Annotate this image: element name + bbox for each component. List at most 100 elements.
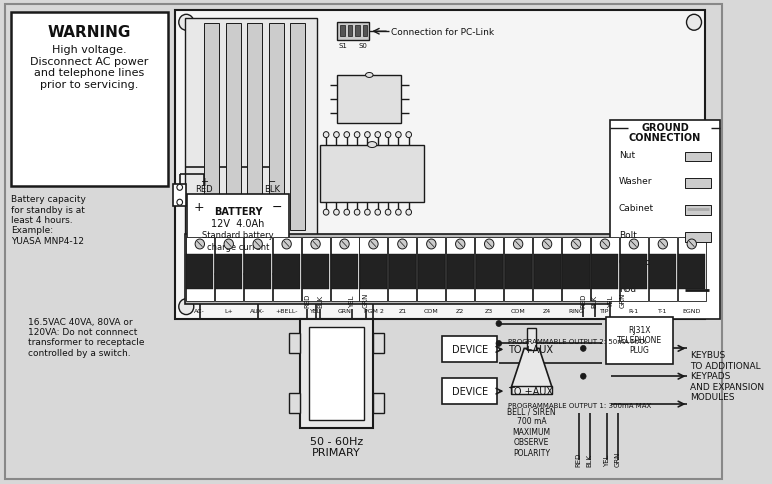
Text: Z2: Z2 [456, 308, 465, 313]
Text: GRN: GRN [363, 292, 368, 307]
Bar [685, 152, 711, 162]
Bar [649, 255, 676, 289]
Text: Battery capacity
for standby is at
least 4 hours.
Example:
YUASA MNP4-12: Battery capacity for standby is at least… [11, 195, 86, 245]
Bar [476, 238, 503, 301]
Text: GRN: GRN [620, 292, 625, 307]
Text: BELL / SIREN
700 mA
MAXIMUM
OBSERVE
POLARITY: BELL / SIREN 700 mA MAXIMUM OBSERVE POLA… [507, 406, 556, 457]
Text: BATTERY: BATTERY [214, 207, 262, 217]
Text: CONNECTION: CONNECTION [629, 132, 701, 142]
Circle shape [629, 240, 638, 249]
Bar [388, 238, 416, 301]
Circle shape [406, 210, 411, 216]
Text: R-1: R-1 [629, 308, 639, 313]
Circle shape [354, 210, 360, 216]
Text: RED: RED [581, 293, 586, 307]
Text: Rod: Rod [619, 284, 636, 293]
Circle shape [658, 240, 668, 249]
Bar [360, 238, 388, 301]
Circle shape [334, 132, 339, 138]
Circle shape [369, 240, 378, 249]
Text: BLK: BLK [591, 294, 598, 307]
Text: 12V  4.0Ah: 12V 4.0Ah [212, 219, 265, 228]
Text: YEL: YEL [608, 295, 615, 307]
Text: Bolt: Bolt [619, 230, 637, 240]
Circle shape [601, 240, 610, 249]
Circle shape [334, 210, 339, 216]
Circle shape [581, 374, 586, 379]
Bar [175, 11, 706, 319]
Text: BLK: BLK [587, 453, 593, 466]
Bar [620, 238, 648, 301]
Bar [289, 334, 300, 354]
Text: charge current: charge current [207, 242, 269, 252]
Circle shape [195, 240, 205, 249]
Text: GRN: GRN [337, 308, 351, 313]
Text: YEL: YEL [350, 295, 355, 307]
Bar [606, 317, 673, 364]
Text: BLK: BLK [264, 185, 279, 194]
Bar [533, 255, 560, 289]
Bar [185, 19, 317, 236]
Circle shape [344, 132, 350, 138]
Circle shape [323, 132, 329, 138]
Bar [442, 378, 497, 404]
Bar [173, 185, 186, 207]
Bar [302, 238, 330, 301]
Circle shape [496, 321, 502, 327]
Text: COM: COM [511, 308, 526, 313]
Bar [533, 238, 561, 301]
Text: RED: RED [576, 452, 581, 466]
Bar [310, 327, 364, 420]
Bar [11, 13, 168, 187]
Bar [290, 24, 306, 230]
Circle shape [571, 240, 581, 249]
Text: Washer: Washer [619, 177, 652, 186]
Bar [186, 255, 213, 289]
Circle shape [686, 299, 702, 315]
Circle shape [282, 240, 291, 249]
Circle shape [687, 240, 696, 249]
Circle shape [323, 210, 329, 216]
Bar [685, 206, 711, 216]
Circle shape [543, 240, 552, 249]
Bar [621, 255, 648, 289]
Circle shape [485, 240, 494, 249]
Bar [511, 386, 552, 394]
Bar [244, 255, 271, 289]
Bar [185, 235, 706, 304]
Circle shape [340, 240, 349, 249]
Circle shape [406, 132, 411, 138]
Text: AC-: AC- [195, 308, 205, 313]
Bar [186, 238, 214, 301]
Text: Cabinet: Cabinet [619, 204, 654, 213]
Bar [300, 319, 373, 428]
Bar [330, 238, 358, 301]
Text: 16.5VAC 40VA, 80VA or
120VA: Do not connnect
transformer to receptacle
controlle: 16.5VAC 40VA, 80VA or 120VA: Do not conn… [28, 317, 144, 357]
Bar [648, 238, 677, 301]
Text: T-1: T-1 [659, 308, 668, 313]
Bar [320, 145, 424, 203]
Circle shape [375, 132, 381, 138]
Ellipse shape [365, 73, 373, 78]
Bar [685, 179, 711, 189]
Text: RED: RED [195, 185, 213, 194]
Bar [373, 334, 384, 354]
Text: TO +AUX: TO +AUX [508, 386, 554, 396]
Bar [505, 255, 532, 289]
Circle shape [427, 240, 436, 249]
Bar [678, 238, 706, 301]
Bar [563, 255, 590, 289]
Bar [562, 238, 590, 301]
Bar [591, 238, 619, 301]
Circle shape [179, 15, 194, 31]
Circle shape [513, 240, 523, 249]
Bar [355, 26, 360, 37]
Bar [418, 238, 445, 301]
Text: −: − [268, 177, 276, 187]
Bar [389, 255, 416, 289]
Bar [289, 393, 300, 413]
Circle shape [364, 132, 371, 138]
Bar [273, 238, 300, 301]
Bar [347, 26, 352, 37]
Bar [685, 233, 711, 242]
